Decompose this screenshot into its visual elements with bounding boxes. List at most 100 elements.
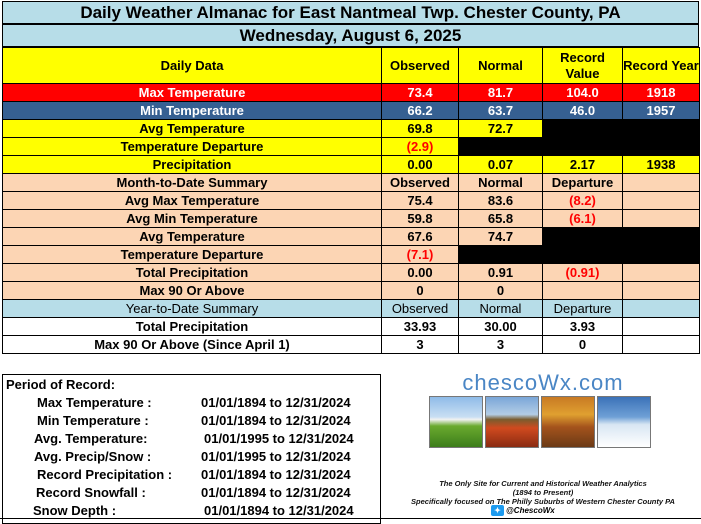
season-photos [429,396,651,448]
twitter-handle-text: @ChescoWx [506,506,555,515]
observed-header: Observed [381,299,459,318]
spring-photo [429,396,483,448]
summer-photo [485,396,539,448]
por-range: 01/01/1995 to 12/31/2024 [204,431,354,446]
observed-value: 33.93 [381,317,459,336]
mtd-row: Avg Temperature 67.6 74.7 [2,227,700,246]
por-range: 01/01/1894 to 12/31/2024 [204,503,354,518]
winter-photo [597,396,651,448]
record-year: 1918 [622,83,700,102]
record-year: 1938 [622,155,700,174]
mtd-title: Month-to-Date Summary [2,173,382,192]
logo-title: chescoWx.com [462,370,624,395]
por-label: Avg. Precip/Snow : [34,449,152,464]
mtd-row: Avg Max Temperature 75.4 83.6 (8.2) [2,191,700,210]
departure-value: (6.1) [542,209,623,228]
observed-value: 0 [381,281,459,300]
departure-value: (0.91) [542,263,623,282]
ytd-title: Year-to-Date Summary [2,299,382,318]
avg-temperature-row: Avg Temperature 69.8 72.7 [2,119,700,138]
blank-cell [622,173,700,192]
mtd-row: Avg Min Temperature 59.8 65.8 (6.1) [2,209,700,228]
blank-cell [622,119,700,138]
row-label: Max 90 Or Above (Since April 1) [2,335,382,354]
normal-value: 0.91 [458,263,543,282]
normal-value: 3 [458,335,543,354]
observed-value: 73.4 [381,83,459,102]
mtd-row: Total Precipitation 0.00 0.91 (0.91) [2,263,700,282]
por-range: 01/01/1995 to 12/31/2024 [201,449,351,464]
blank-cell [622,191,700,210]
observed-value: (2.9) [381,137,459,156]
row-label: Min Temperature [2,101,382,120]
daily-data-header: Daily Data [2,47,382,84]
por-range: 01/01/1894 to 12/31/2024 [201,395,351,410]
blank-cell [622,245,700,264]
mtd-header-row: Month-to-Date Summary Observed Normal De… [2,173,700,192]
departure-header: Departure [542,173,623,192]
fall-photo [541,396,595,448]
min-temperature-row: Min Temperature 66.2 63.7 46.0 1957 [2,101,700,120]
normal-header: Normal [458,299,543,318]
row-label: Max 90 Or Above [2,281,382,300]
por-range: 01/01/1894 to 12/31/2024 [201,485,351,500]
mtd-row: Max 90 Or Above 0 0 [2,281,700,300]
twitter-handle[interactable]: ✦ @ChescoWx [491,505,555,516]
blank-cell [542,245,623,264]
normal-value: 83.6 [458,191,543,210]
bottom-border [0,518,701,519]
blank-cell [458,137,543,156]
observed-value: (7.1) [381,245,459,264]
blank-cell [622,299,700,318]
por-label: Min Temperature : [37,413,149,428]
normal-value: 63.7 [458,101,543,120]
record-year: 1957 [622,101,700,120]
observed-value: 59.8 [381,209,459,228]
por-label: Record Snowfall : [36,485,146,500]
observed-value: 3 [381,335,459,354]
row-label: Avg Min Temperature [2,209,382,228]
por-range: 01/01/1894 to 12/31/2024 [201,467,351,482]
blank-cell [622,209,700,228]
normal-value: 72.7 [458,119,543,138]
almanac-title: Daily Weather Almanac for East Nantmeal … [2,1,699,24]
por-label: Record Precipitation : [37,467,173,482]
departure-value: (8.2) [542,191,623,210]
temperature-departure-row: Temperature Departure (2.9) [2,137,700,156]
record-year-header: Record Year [622,47,700,84]
normal-value: 0 [458,281,543,300]
precipitation-row: Precipitation 0.00 0.07 2.17 1938 [2,155,700,174]
almanac-table: Daily Data Observed Normal Record Value … [2,47,700,354]
normal-header: Normal [458,47,543,84]
blank-cell [622,317,700,336]
departure-value: 0 [542,335,623,354]
logo-tagline: The Only Site for Current and Historical… [439,479,647,488]
row-label: Total Precipitation [2,263,382,282]
row-label: Temperature Departure [2,245,382,264]
departure-value: 3.93 [542,317,623,336]
record-value: 2.17 [542,155,623,174]
normal-value: 30.00 [458,317,543,336]
normal-value: 0.07 [458,155,543,174]
blank-cell [622,263,700,282]
logo-years: (1894 to Present) [512,488,574,497]
record-value-header: Record Value [542,47,623,84]
normal-value: 65.8 [458,209,543,228]
blank-cell [542,137,623,156]
almanac-date: Wednesday, August 6, 2025 [2,24,699,47]
chescowx-logo: chescoWx.com The Only Site for Current a… [388,370,698,520]
normal-value: 81.7 [458,83,543,102]
blank-cell [622,335,700,354]
blank-cell [458,245,543,264]
departure-header: Departure [542,299,623,318]
ytd-row: Total Precipitation 33.93 30.00 3.93 [2,317,700,336]
blank-cell [622,281,700,300]
mtd-row: Temperature Departure (7.1) [2,245,700,264]
por-label: Snow Depth : [33,503,117,518]
period-of-record-title: Period of Record: [6,377,116,392]
observed-value: 67.6 [381,227,459,246]
por-label: Avg. Temperature: [34,431,148,446]
por-range: 01/01/1894 to 12/31/2024 [201,413,351,428]
observed-header: Observed [381,47,459,84]
row-label: Max Temperature [2,83,382,102]
